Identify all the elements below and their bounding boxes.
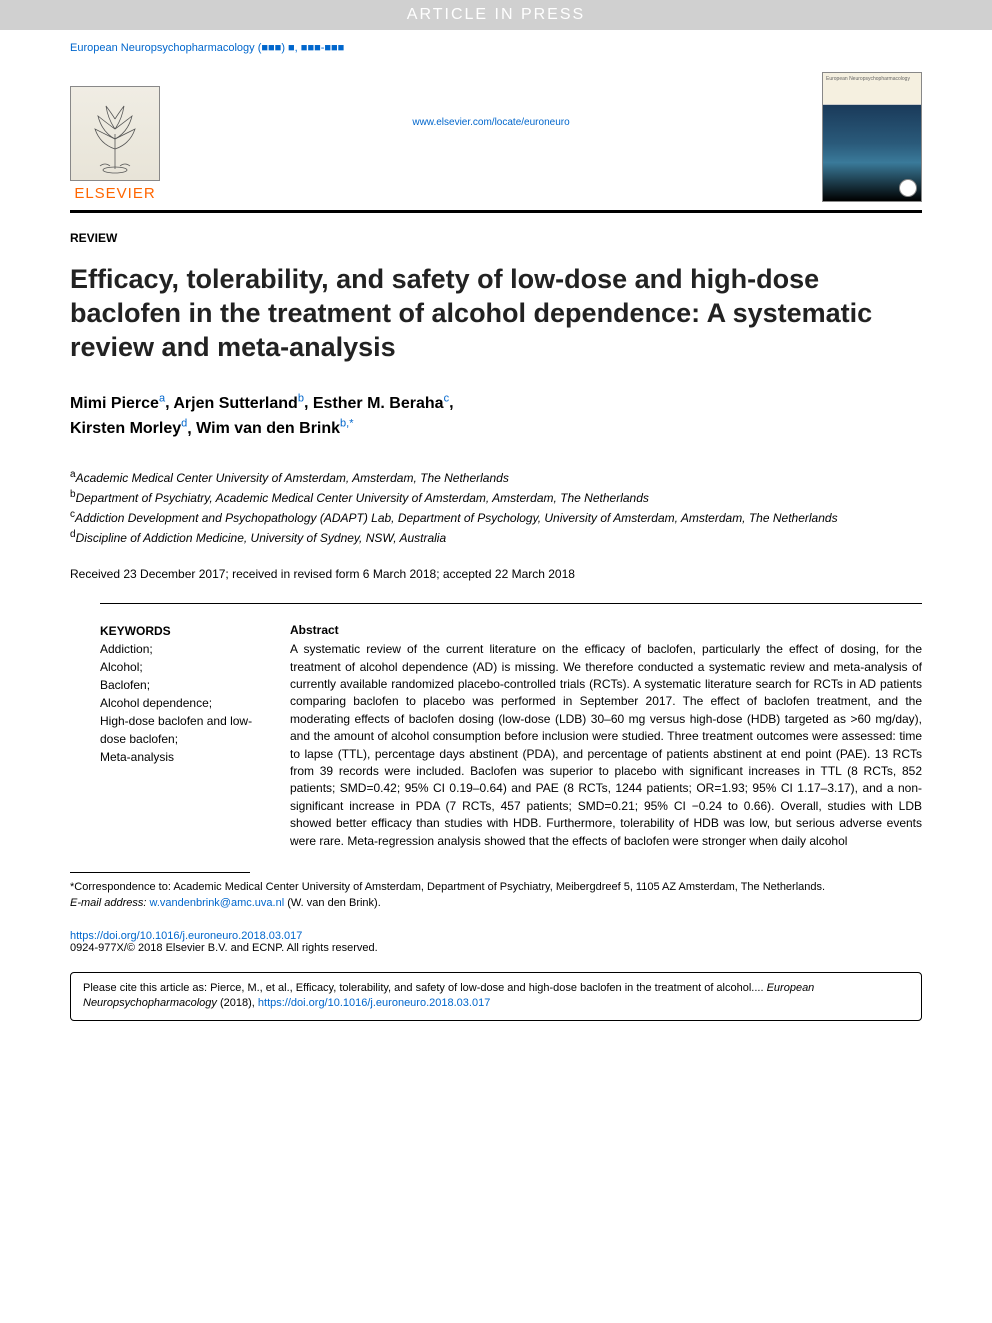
copyright-text: 0924-977X/© 2018 Elsevier B.V. and ECNP.… xyxy=(70,942,922,954)
author: Arjen Sutterlandb xyxy=(173,395,304,412)
author: Kirsten Morleyd xyxy=(70,420,187,437)
doi-block: https://doi.org/10.1016/j.euroneuro.2018… xyxy=(70,930,922,954)
page: ARTICLE IN PRESS European Neuropsychopha… xyxy=(0,0,992,1323)
affiliations-block: aAcademic Medical Center University of A… xyxy=(70,467,922,547)
affiliation-marker[interactable]: d xyxy=(181,418,187,430)
correspondence-text: *Correspondence to: Academic Medical Cen… xyxy=(70,879,922,896)
footnote-separator xyxy=(70,872,250,873)
abstract-box: Abstract A systematic review of the curr… xyxy=(290,622,922,850)
affiliation: cAddiction Development and Psychopatholo… xyxy=(70,507,922,527)
doi-link[interactable]: https://doi.org/10.1016/j.euroneuro.2018… xyxy=(70,930,302,942)
email-attribution: (W. van den Brink). xyxy=(287,897,381,909)
cover-badge-icon xyxy=(899,179,917,197)
article-dates: Received 23 December 2017; received in r… xyxy=(70,567,922,581)
citation-doi-link[interactable]: https://doi.org/10.1016/j.euroneuro.2018… xyxy=(258,997,490,1009)
journal-reference: European Neuropsychopharmacology (■■■) ■… xyxy=(70,30,922,72)
author: Mimi Piercea xyxy=(70,395,165,412)
keyword: Alcohol; xyxy=(100,658,260,676)
email-label: E-mail address: xyxy=(70,897,146,909)
abstract-text: A systematic review of the current liter… xyxy=(290,642,922,847)
affiliation-marker[interactable]: b xyxy=(298,392,304,404)
author: Esther M. Berahac xyxy=(313,395,449,412)
abstract-section: KEYWORDS Addiction; Alcohol; Baclofen; A… xyxy=(100,603,922,850)
keyword: Alcohol dependence; xyxy=(100,694,260,712)
article-title: Efficacy, tolerability, and safety of lo… xyxy=(70,263,922,364)
keyword: High-dose baclofen and low-dose baclofen… xyxy=(100,712,260,748)
cover-image-area xyxy=(823,105,921,201)
in-press-banner: ARTICLE IN PRESS xyxy=(0,0,992,30)
elsevier-tree-icon xyxy=(70,86,160,181)
affiliation-marker[interactable]: b,* xyxy=(340,418,353,430)
email-link[interactable]: w.vandenbrink@amc.uva.nl xyxy=(149,897,284,909)
content-area: European Neuropsychopharmacology (■■■) ■… xyxy=(0,30,992,1051)
abstract-heading: Abstract xyxy=(290,622,922,639)
keywords-heading: KEYWORDS xyxy=(100,622,260,640)
header-row: ELSEVIER www.elsevier.com/locate/euroneu… xyxy=(70,72,922,213)
keyword: Meta-analysis xyxy=(100,748,260,766)
affiliation: aAcademic Medical Center University of A… xyxy=(70,467,922,487)
keywords-box: KEYWORDS Addiction; Alcohol; Baclofen; A… xyxy=(100,622,260,850)
keyword: Baclofen; xyxy=(100,676,260,694)
affiliation: bDepartment of Psychiatry, Academic Medi… xyxy=(70,487,922,507)
citation-box: Please cite this article as: Pierce, M.,… xyxy=(70,972,922,1021)
citation-year: (2018), xyxy=(220,997,255,1009)
journal-url-link[interactable]: www.elsevier.com/locate/euroneuro xyxy=(412,117,569,128)
affiliation: dDiscipline of Addiction Medicine, Unive… xyxy=(70,527,922,547)
keyword: Addiction; xyxy=(100,640,260,658)
affiliation-marker[interactable]: a xyxy=(159,392,165,404)
authors-list: Mimi Piercea, Arjen Sutterlandb, Esther … xyxy=(70,390,922,441)
affiliation-marker[interactable]: c xyxy=(444,392,450,404)
footnotes-block: *Correspondence to: Academic Medical Cen… xyxy=(70,879,922,912)
publisher-name: ELSEVIER xyxy=(74,185,155,202)
publisher-logo[interactable]: ELSEVIER xyxy=(70,86,160,202)
email-line: E-mail address: w.vandenbrink@amc.uva.nl… xyxy=(70,895,922,912)
journal-cover-thumbnail[interactable]: European Neuropsychopharmacology xyxy=(822,72,922,202)
author: Wim van den Brinkb,* xyxy=(196,420,353,437)
article-type-label: REVIEW xyxy=(70,231,922,245)
cover-title-area: European Neuropsychopharmacology xyxy=(823,73,921,105)
citation-prefix: Please cite this article as: Pierce, M.,… xyxy=(83,982,764,994)
